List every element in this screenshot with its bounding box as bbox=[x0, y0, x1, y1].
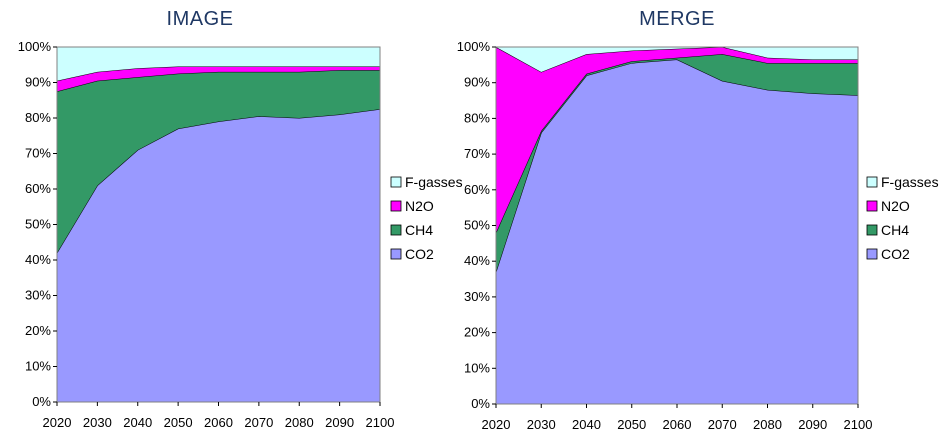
series-area-co2 bbox=[57, 109, 380, 402]
legend-swatch-n2o bbox=[390, 200, 402, 212]
x-tick-label: 2070 bbox=[708, 417, 737, 432]
y-tick-label: 80% bbox=[464, 110, 490, 125]
y-tick-label: 20% bbox=[464, 325, 490, 340]
y-tick-label: 70% bbox=[25, 146, 51, 161]
image-chart-panel: IMAGE 0% 10% 20% 30% 40% 50% 60% 70% 80% 90% 100% 2… bbox=[0, 0, 470, 438]
legend-swatch-n2o bbox=[866, 200, 878, 212]
legend-swatch-ch4 bbox=[390, 224, 402, 236]
merge-chart: 0% 10% 20% 30% 40% 50% 60% 70% 80% 90% 100% 2020 203… bbox=[457, 39, 939, 432]
y-tick-label: 70% bbox=[464, 146, 490, 161]
x-tick-label: 2100 bbox=[366, 415, 395, 430]
x-tick-label: 2050 bbox=[617, 417, 646, 432]
legend-label: N2O bbox=[405, 198, 434, 214]
legend-label: CO2 bbox=[405, 246, 434, 262]
legend-label: CO2 bbox=[881, 246, 910, 262]
legend-swatch-f-gasses bbox=[866, 176, 878, 188]
series-area-ch4 bbox=[496, 54, 858, 272]
y-tick-label: 0% bbox=[471, 396, 490, 411]
legend-swatch-ch4 bbox=[866, 224, 878, 236]
x-tick-label: 2060 bbox=[663, 417, 692, 432]
legend-label: F-gasses bbox=[405, 174, 463, 190]
y-tick-label: 0% bbox=[32, 394, 51, 409]
y-tick-label: 10% bbox=[464, 360, 490, 375]
y-tick-label: 20% bbox=[25, 323, 51, 338]
y-tick-label: 100% bbox=[457, 39, 491, 54]
x-tick-label: 2060 bbox=[204, 415, 233, 430]
merge-chart-panel: MERGE 0% 10% 20% 30% 40% 50% 60% 70% 80% 90% 100% 2… bbox=[457, 0, 947, 438]
legend-label: N2O bbox=[881, 198, 910, 214]
x-tick-label: 2100 bbox=[844, 417, 873, 432]
x-tick-label: 2090 bbox=[798, 417, 827, 432]
series-area-f-gasses bbox=[496, 47, 858, 72]
series-area-f-gasses bbox=[57, 47, 380, 81]
x-tick-label: 2070 bbox=[244, 415, 273, 430]
y-tick-label: 30% bbox=[464, 289, 490, 304]
y-tick-label: 30% bbox=[25, 288, 51, 303]
y-tick-label: 40% bbox=[25, 252, 51, 267]
x-tick-label: 2090 bbox=[325, 415, 354, 430]
x-tick-label: 2050 bbox=[164, 415, 193, 430]
y-tick-label: 80% bbox=[25, 110, 51, 125]
x-tick-label: 2040 bbox=[572, 417, 601, 432]
series-area-n2o bbox=[57, 66, 380, 92]
image-chart: 0% 10% 20% 30% 40% 50% 60% 70% 80% 90% 100% 2020 203… bbox=[18, 39, 463, 430]
y-tick-label: 10% bbox=[25, 359, 51, 374]
chart-title: IMAGE bbox=[166, 8, 234, 30]
x-tick-label: 2080 bbox=[285, 415, 314, 430]
x-tick-label: 2030 bbox=[527, 417, 556, 432]
x-tick-label: 2080 bbox=[753, 417, 782, 432]
y-tick-label: 50% bbox=[25, 217, 51, 232]
legend-swatch-co2 bbox=[866, 248, 878, 260]
x-tick-label: 2030 bbox=[83, 415, 112, 430]
x-tick-label: 2020 bbox=[482, 417, 511, 432]
y-tick-label: 50% bbox=[464, 218, 490, 233]
y-tick-label: 100% bbox=[18, 39, 52, 54]
legend-label: CH4 bbox=[405, 222, 433, 238]
x-tick-label: 2040 bbox=[123, 415, 152, 430]
legend-swatch-f-gasses bbox=[390, 176, 402, 188]
legend-swatch-co2 bbox=[390, 248, 402, 260]
y-tick-label: 40% bbox=[464, 253, 490, 268]
series-area-co2 bbox=[496, 59, 858, 405]
y-tick-label: 90% bbox=[25, 75, 51, 90]
series-area-ch4 bbox=[57, 70, 380, 253]
y-tick-label: 60% bbox=[464, 182, 490, 197]
x-tick-label: 2020 bbox=[43, 415, 72, 430]
chart-title: MERGE bbox=[639, 8, 715, 30]
legend-label: CH4 bbox=[881, 222, 909, 238]
y-tick-label: 60% bbox=[25, 181, 51, 196]
legend-label: F-gasses bbox=[881, 174, 939, 190]
y-tick-label: 90% bbox=[464, 75, 490, 90]
